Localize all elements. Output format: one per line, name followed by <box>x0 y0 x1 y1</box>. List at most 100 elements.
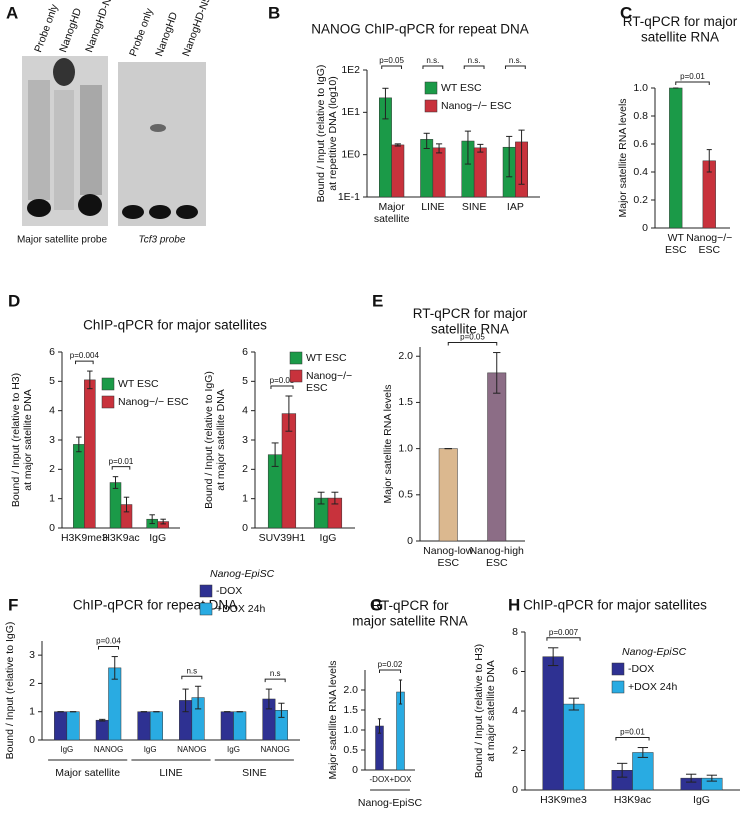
panel-a: A Probe only NanogHD NanogHD-N51A Probe … <box>6 0 217 246</box>
y-tick-label: 2 <box>242 463 248 475</box>
x-tick-label: IAP <box>507 201 524 213</box>
text-line: Nanog−/− <box>306 370 352 382</box>
bar <box>563 703 585 791</box>
panel-letter: B <box>268 3 280 22</box>
y-tick-label: 0.8 <box>633 110 648 122</box>
text-line: ESC <box>698 244 720 256</box>
text-line: ESC <box>486 557 508 569</box>
y-tick-label: 3 <box>242 434 248 446</box>
y-tick-label: 1.5 <box>343 704 358 716</box>
x-tick-label: IgG <box>60 745 73 754</box>
y-tick-label: 1.0 <box>398 442 413 454</box>
gel-band <box>149 205 171 219</box>
legend-title: Nanog-EpiSC <box>210 568 275 580</box>
y-tick-label: 5 <box>242 375 248 387</box>
significance-label: p=0.004 <box>70 351 100 360</box>
significance-bracket <box>98 646 119 650</box>
x-tick-label: LINE <box>421 201 444 213</box>
y-axis-label: Bound / Input (relative to H3)at major s… <box>473 644 497 778</box>
y-tick-label: 0 <box>242 522 248 534</box>
y-tick-label: 2.0 <box>343 684 358 696</box>
text-line: Bound / Input (relative to IgG) <box>315 65 327 203</box>
gel-smear <box>80 85 102 195</box>
bar <box>542 656 564 791</box>
significance-bracket <box>75 360 94 365</box>
x-tick-label: NANOG <box>94 745 123 754</box>
y-tick-label: 0 <box>512 784 518 796</box>
legend-label: Nanog−/− ESC <box>441 100 512 112</box>
gel-caption: Tcf3 probe <box>139 235 186 246</box>
x-tick-label: +DOX <box>389 775 412 784</box>
chart-title: RT-qPCR for major satellite RNA <box>352 598 468 629</box>
text-line: Nanog-low <box>423 545 474 557</box>
y-tick-label: 1.0 <box>633 82 648 94</box>
lane-label: NanogHD-N51A <box>83 0 120 54</box>
significance-bracket <box>546 637 581 641</box>
group-label: SINE <box>242 767 267 779</box>
text-line: RT-qPCR for major <box>413 306 528 321</box>
significance-bracket <box>463 65 485 69</box>
text-line: satellite RNA <box>641 29 719 44</box>
y-tick-label: 4 <box>49 404 55 416</box>
lane-label: NanogHD-N51A <box>180 0 217 58</box>
text-line: Bound / Input (relative to H3) <box>473 644 485 778</box>
panel-letter: F <box>8 595 18 614</box>
y-tick-label: 1.0 <box>343 724 358 736</box>
gel-band <box>122 205 144 219</box>
legend-swatch <box>289 369 303 383</box>
chart-title: NANOG ChIP-qPCR for repeat DNA <box>311 22 529 37</box>
x-tick-label: NANOG <box>260 745 289 754</box>
y-tick-label: 3 <box>49 434 55 446</box>
bar <box>109 482 122 529</box>
bar <box>84 379 96 529</box>
significance-bracket <box>675 81 710 85</box>
y-axis-label: Bound / Input (relative to IgG)at major … <box>203 371 227 509</box>
significance-label: n.s. <box>509 56 522 65</box>
y-tick-label: 1E0 <box>341 148 360 160</box>
lane-label: NanogHD <box>153 10 180 58</box>
bar <box>73 444 85 529</box>
text-line: Bound / Input (relative to H3) <box>10 373 22 507</box>
legend-label: -DOX <box>628 663 654 675</box>
significance-label: p=0.01 <box>680 72 705 81</box>
y-tick-label: 1.5 <box>398 396 413 408</box>
x-tick-label: H3K9ac <box>614 794 651 806</box>
text-line: at repetitive DNA (log10) <box>327 76 339 190</box>
panel-letter: E <box>372 291 383 310</box>
y-tick-label: 0 <box>407 535 413 547</box>
y-tick-label: 4 <box>242 404 248 416</box>
legend-swatch <box>611 680 625 694</box>
chart-title: RT-qPCR for major satellite RNA <box>413 306 528 337</box>
significance-label: p=0.05 <box>460 333 485 342</box>
text-line: major satellite RNA <box>352 613 468 628</box>
gel-band <box>150 124 166 132</box>
gel-band <box>27 199 51 217</box>
text-line: Major <box>378 201 405 213</box>
gel-caption: Major satellite probe <box>17 235 107 246</box>
y-tick-label: 0 <box>29 734 35 746</box>
significance-bracket <box>270 385 294 389</box>
y-tick-label: 0.2 <box>633 194 648 206</box>
legend-swatch <box>199 584 213 598</box>
x-tick-label: Nanog-high ESC <box>470 545 524 569</box>
panel-letter: G <box>370 595 383 614</box>
chart-title: ChIP-qPCR for major satellites <box>523 598 707 613</box>
y-axis-label: Major satellite RNA levels <box>382 384 394 503</box>
y-tick-label: 0.6 <box>633 138 648 150</box>
legend-label: Nanog−/− ESC <box>118 396 189 408</box>
panel-letter: A <box>6 3 18 22</box>
legend-title: Nanog-EpiSC <box>622 646 687 658</box>
x-tick-label: WT ESC <box>665 232 687 256</box>
bar <box>432 147 446 198</box>
text-line: RT-qPCR for <box>371 598 449 613</box>
y-tick-label: 6 <box>49 346 55 358</box>
text-line: at major satellite DNA <box>485 660 497 762</box>
panel-letter: C <box>620 3 632 22</box>
y-tick-label: 1E1 <box>341 106 360 118</box>
legend-label: -DOX <box>216 585 242 597</box>
lane-label: NanogHD <box>57 6 84 54</box>
bar <box>632 752 654 791</box>
group-label: Nanog-EpiSC <box>358 797 423 809</box>
significance-label: p=0.02 <box>378 660 403 669</box>
